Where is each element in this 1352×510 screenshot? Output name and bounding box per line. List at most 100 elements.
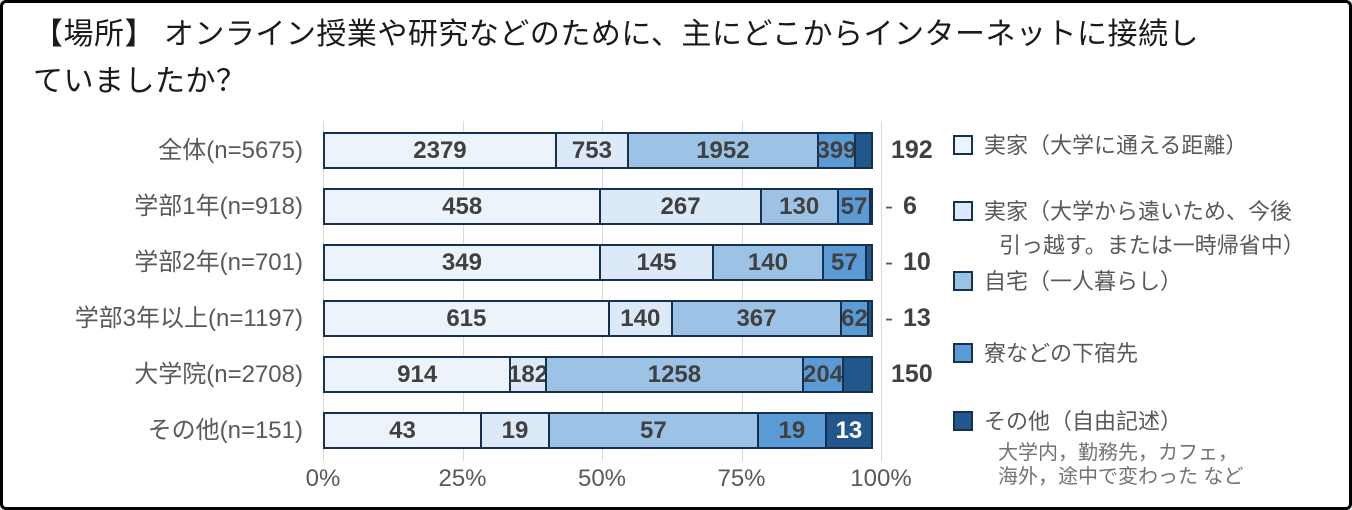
outside-value: 10	[903, 248, 931, 276]
bar-segment: 182	[508, 356, 548, 393]
segment-value-label: 62	[841, 304, 868, 332]
bar-segment: 57	[836, 188, 872, 225]
segment-value-label: 458	[442, 192, 483, 220]
bar-segment: 914	[323, 356, 512, 393]
bar-segment	[854, 132, 873, 169]
bar-row: 2379 753 1952 399 192	[323, 132, 933, 169]
legend-note: 大学内，勤務先，カフェ， 海外，途中で変わった など	[998, 441, 1244, 489]
chart-title-line-2: ていましたか？	[33, 65, 247, 98]
bar-segment: 43	[323, 412, 482, 449]
bar-segment: 13	[824, 412, 873, 449]
bar-row: 615 140 367 62-13	[323, 300, 931, 337]
outside-value: 13	[903, 304, 931, 332]
legend-label-line: その他（自由記述）	[984, 409, 1183, 434]
leader-line: -	[885, 192, 893, 220]
segment-value-label: 57	[830, 248, 858, 276]
legend-item-label: 寮などの下宿先	[984, 337, 1138, 371]
legend-item: 寮などの下宿先	[953, 337, 1138, 371]
bar-segment: 140	[607, 300, 673, 337]
category-label: 学部1年(n=918)	[134, 193, 303, 220]
segment-value-label: 57	[640, 416, 667, 444]
segment-value-label: 267	[660, 192, 701, 220]
segment-value-label: 2379	[413, 136, 467, 164]
outside-value: 150	[891, 360, 933, 388]
segment-value-label: 349	[441, 248, 482, 276]
segment-value-label: 140	[747, 248, 788, 276]
bar-row: 349 145 140 57-10	[323, 244, 931, 281]
outside-value-label: -13	[881, 300, 931, 337]
bar-segment: 130	[759, 188, 839, 225]
legend-item: その他（自由記述）	[953, 405, 1182, 439]
segment-value-label: 19	[778, 416, 806, 444]
legend-label-line: 実家（大学から遠いため、今後	[984, 199, 1293, 224]
gridline	[323, 121, 324, 461]
legend-swatch	[953, 411, 973, 431]
legend-swatch	[953, 135, 973, 155]
chart-title-line-1: 【場所】 オンライン授業や研究などのために、主にどこからインターネットに接続し	[33, 18, 1200, 51]
legend-label-line: 自宅（一人暮らし）	[984, 269, 1183, 294]
legend-note-line-1: 大学内，勤務先，カフェ，	[998, 442, 1238, 464]
outside-value: 6	[903, 192, 917, 220]
bar-segment: 57	[821, 244, 867, 281]
outside-value: 192	[891, 136, 933, 164]
bar-segment: 204	[802, 356, 845, 393]
segment-value-label: 914	[397, 360, 438, 388]
segment-value-label: 13	[835, 416, 863, 444]
bar-segment: 19	[479, 412, 551, 449]
x-axis: 0% 25% 50% 75% 100%	[306, 465, 912, 499]
bar-segment: 399	[816, 132, 857, 169]
x-axis-tick-label: 75%	[717, 465, 766, 492]
bar-segment: 753	[554, 132, 629, 169]
x-axis-tick-label: 50%	[577, 465, 627, 492]
bar-segment: 57	[548, 412, 759, 449]
segment-value-label: 57	[840, 192, 868, 220]
bar-segment	[866, 300, 873, 337]
gridline	[462, 121, 464, 461]
bar-segment	[842, 356, 873, 393]
legend-item-label: 実家（大学から遠いため、今後 引っ越す。または一時帰省中）	[984, 195, 1305, 263]
category-label: 学部3年以上(n=1197)	[74, 305, 303, 332]
bar-segment: 19	[756, 412, 827, 449]
plot-area: 2379 753 1952 399 192 458 267 130 57-6 349 145 140 5…	[323, 121, 933, 461]
bar-segment	[865, 244, 873, 281]
segment-value-label: 399	[816, 136, 857, 164]
category-label: 学部2年(n=701)	[134, 249, 303, 276]
bar-segment: 458	[323, 188, 602, 225]
legend-item-label: 実家（大学に通える距離）	[984, 129, 1247, 163]
legend-item-label: その他（自由記述）	[984, 405, 1182, 439]
bar-segment: 145	[598, 244, 715, 281]
bar-segment: 2379	[323, 132, 557, 169]
segment-value-label: 367	[736, 304, 777, 332]
bar-segment: 267	[599, 188, 762, 225]
legend-note-line-2: 海外，途中で変わった など	[998, 466, 1244, 488]
legend-item: 自宅（一人暮らし）	[953, 265, 1182, 299]
legend-swatch	[953, 201, 973, 221]
bar-segment: 615	[323, 300, 610, 337]
x-axis-tick-label: 100%	[850, 465, 912, 492]
outside-value-label: -6	[881, 188, 917, 225]
segment-value-label: 145	[636, 248, 677, 276]
segment-value-label: 753	[571, 136, 612, 164]
bar-segment: 367	[670, 300, 843, 337]
legend-item: 実家（大学に通える距離）	[953, 129, 1247, 163]
segment-value-label: 140	[620, 304, 661, 332]
bar-row: 458 267 130 57-6	[323, 188, 917, 225]
segment-value-label: 130	[779, 192, 820, 220]
bar-row: 914 182 1258 204 150	[323, 356, 933, 393]
category-label: 全体(n=5675)	[158, 137, 303, 164]
leader-line: -	[885, 304, 893, 332]
outside-value-label: -10	[881, 244, 931, 281]
bar-segment: 349	[323, 244, 601, 281]
segment-value-label: 615	[446, 304, 487, 332]
outside-value-label: 192	[881, 132, 933, 169]
legend-swatch	[953, 271, 973, 291]
legend-item-label: 自宅（一人暮らし）	[984, 265, 1182, 299]
gridline	[881, 121, 882, 461]
segment-value-label: 19	[501, 416, 529, 444]
segment-value-label: 204	[803, 360, 844, 388]
segment-value-label: 43	[389, 416, 416, 444]
x-axis-tick-label: 0%	[305, 465, 341, 492]
bar-segment	[869, 188, 874, 225]
legend-label-line: 実家（大学に通える距離）	[984, 133, 1248, 158]
leader-line: -	[885, 248, 893, 276]
